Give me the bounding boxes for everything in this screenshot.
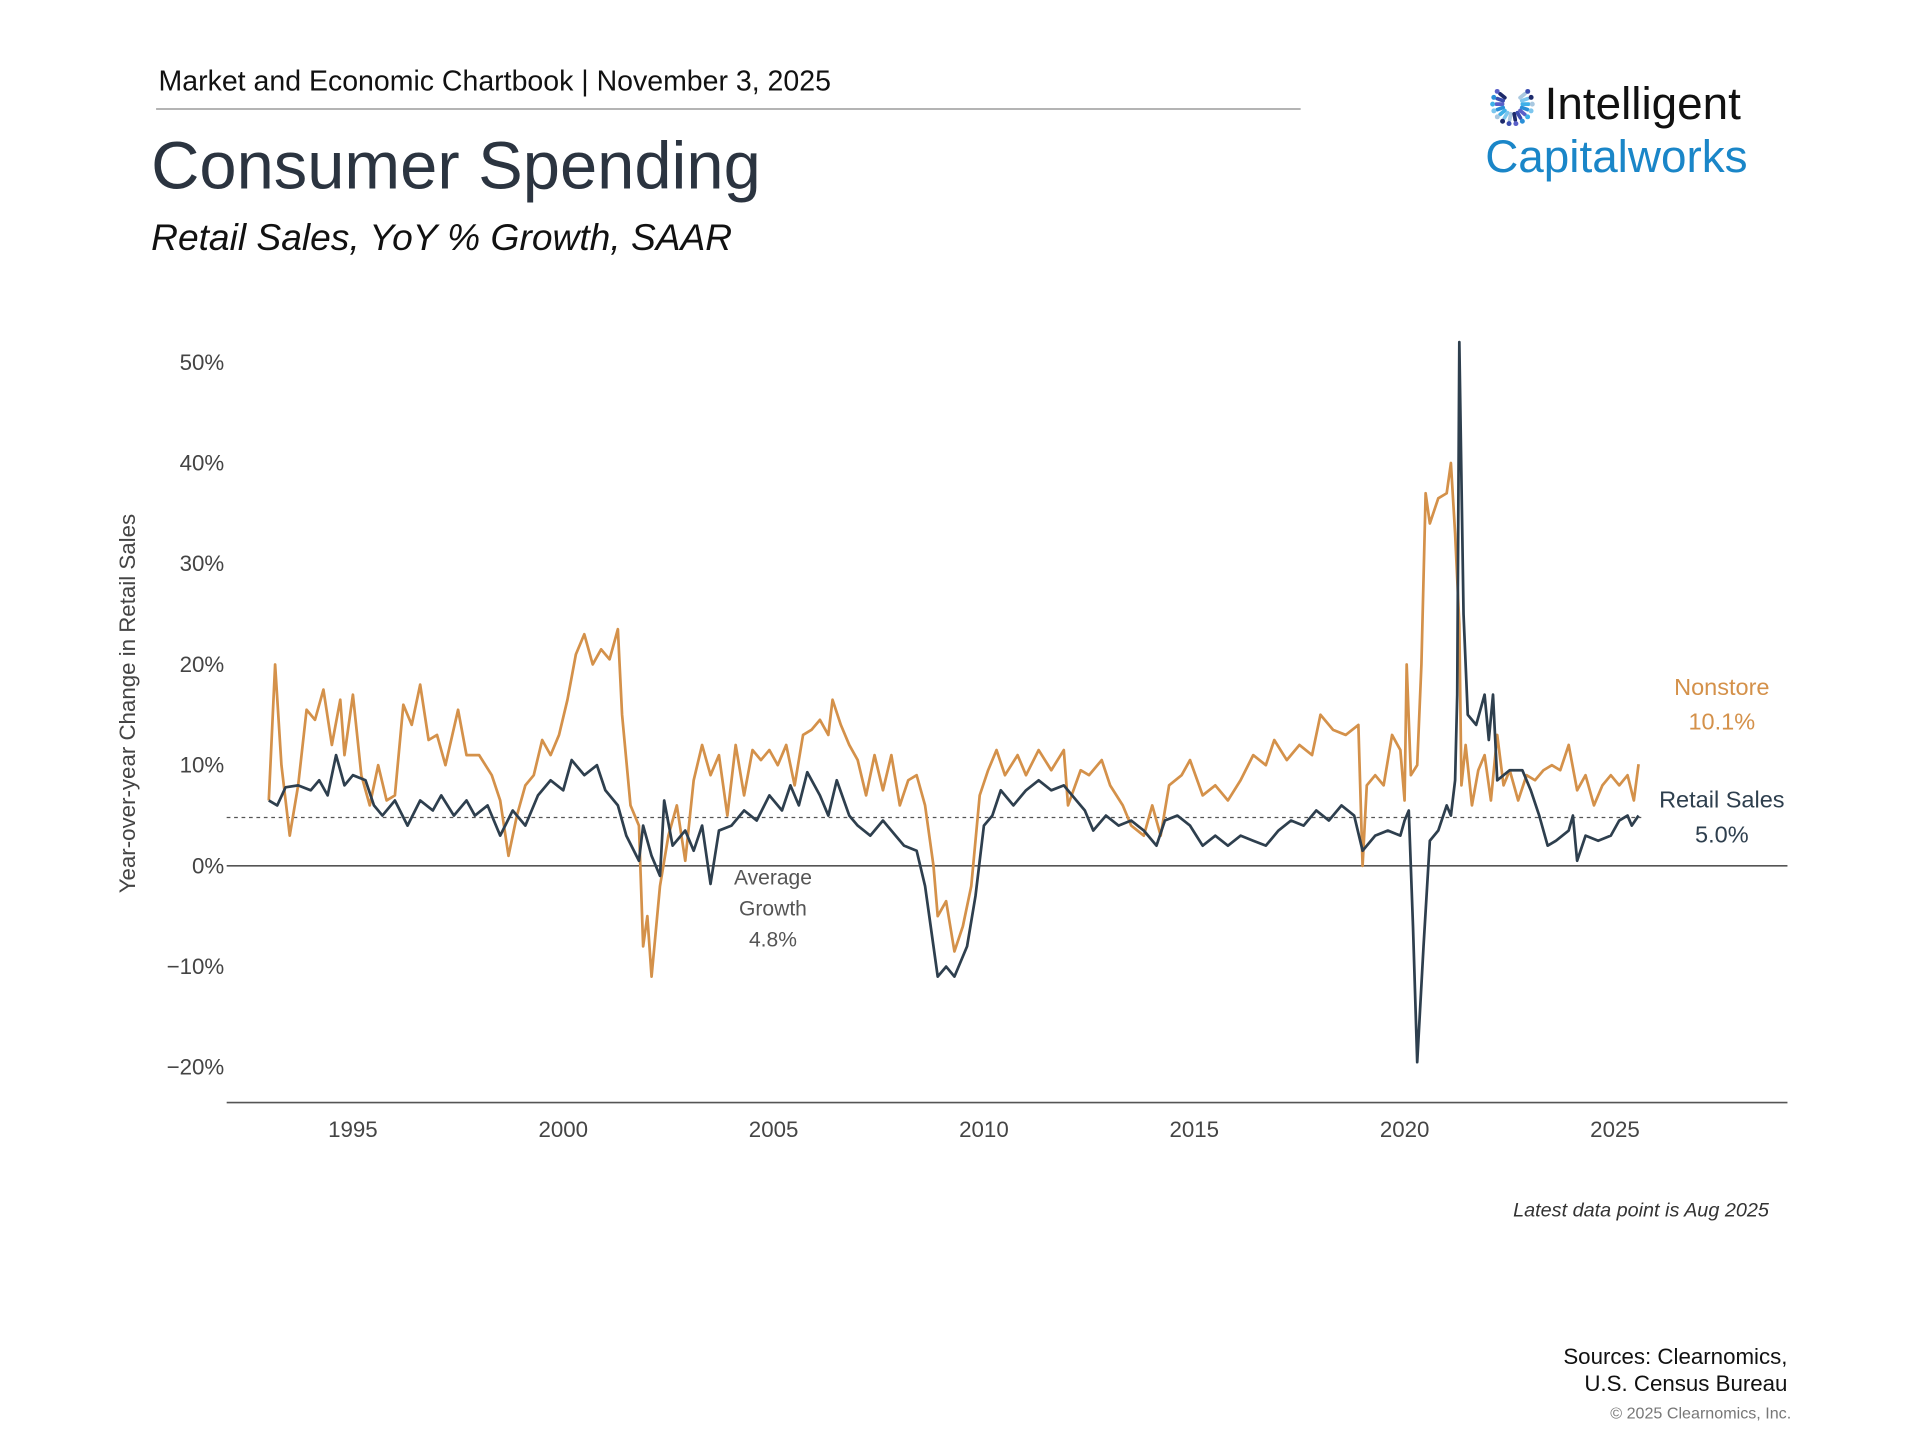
y-tick-label: 50% [180,350,225,375]
avg-label-2: Growth [739,897,807,920]
end-value-nonstore: 10.1% [1688,709,1755,735]
y-tick-label: 40% [180,450,225,475]
page-title: Consumer Spending [151,128,761,203]
y-axis-label: Year-over-year Change in Retail Sales [115,514,140,893]
x-tick-label: 2005 [749,1117,799,1142]
sources-line-2: U.S. Census Bureau [1584,1371,1787,1396]
y-tick-label: 0% [192,853,224,878]
x-tick-label: 2000 [538,1117,588,1142]
line-chart: Year-over-year Change in Retail Sales 50… [115,340,1788,1142]
latest-data-note: Latest data point is Aug 2025 [1513,1199,1770,1221]
y-tick-label: 10% [180,753,225,778]
people-circle-c-icon [1490,88,1535,127]
series-line-retail-sales [268,340,1640,1064]
logo: Intelligent Capitalworks [1485,78,1747,182]
avg-label-1: Average [734,866,812,889]
y-tick-label: −10% [167,954,225,979]
series-line-nonstore [267,461,1640,978]
y-tick-label: 20% [180,652,225,677]
y-tick-label: −20% [167,1055,225,1080]
logo-line1: Intelligent [1545,78,1741,129]
end-value-retail-sales: 5.0% [1695,821,1749,847]
x-tick-label: 1995 [328,1117,378,1142]
copyright: © 2025 Clearnomics, Inc. [1610,1404,1791,1422]
avg-label-3: 4.8% [749,928,797,951]
x-tick-label: 2020 [1380,1117,1430,1142]
sources-line-1: Sources: Clearnomics, [1563,1344,1787,1369]
logo-line2: Capitalworks [1485,131,1747,182]
y-tick-label: 30% [180,551,225,576]
legend-label-nonstore: Nonstore [1674,674,1769,700]
page-subtitle: Retail Sales, YoY % Growth, SAAR [151,216,732,258]
chartbook-header: Market and Economic Chartbook | November… [159,65,831,97]
x-tick-label: 2015 [1169,1117,1219,1142]
x-tick-label: 2025 [1590,1117,1640,1142]
legend-label-retail-sales: Retail Sales [1659,787,1784,813]
x-tick-label: 2010 [959,1117,1009,1142]
